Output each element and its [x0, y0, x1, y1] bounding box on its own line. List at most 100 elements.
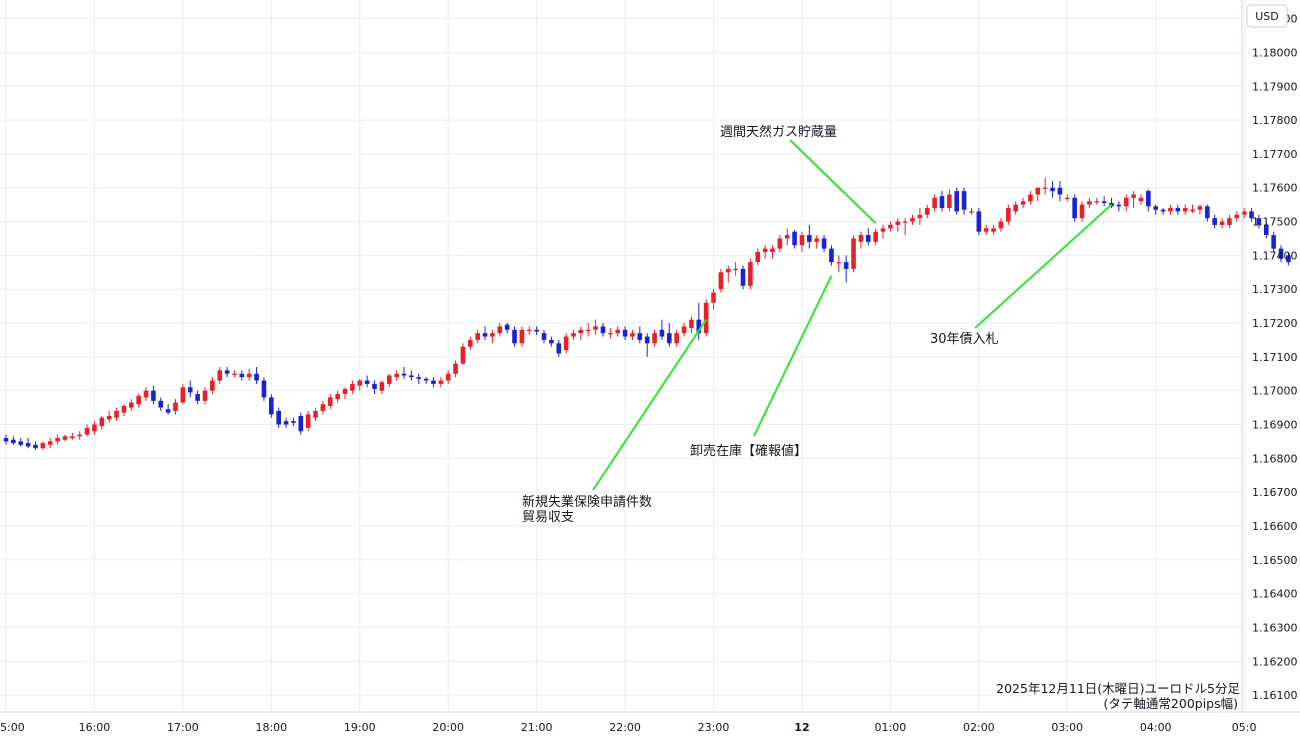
candle-body [858, 235, 864, 242]
price-tick-label: 1.16400 [1252, 588, 1298, 601]
candle-body [585, 329, 591, 331]
candle-body [291, 421, 296, 423]
candle-body [1182, 208, 1188, 212]
candle [11, 436, 16, 445]
candle [615, 326, 621, 337]
candle-body [25, 443, 31, 447]
candle [254, 366, 259, 384]
candle-body [1006, 208, 1011, 222]
candle-body [504, 324, 510, 330]
candle [762, 245, 768, 259]
candle-body [983, 228, 989, 232]
candle [1146, 189, 1151, 212]
candle [84, 424, 90, 437]
candle [342, 387, 348, 400]
candle-body [445, 373, 451, 381]
price-tick-label: 1.16600 [1252, 520, 1298, 533]
currency-label: USD [1255, 10, 1279, 23]
candle-body [1241, 211, 1247, 215]
currency-badge[interactable]: USD [1246, 4, 1288, 28]
candle-body [1278, 248, 1284, 259]
candle-body [1116, 204, 1122, 207]
candle-body [327, 397, 333, 406]
candle-body [703, 302, 709, 334]
candle [976, 208, 982, 236]
candle-body [11, 439, 16, 444]
candle-body [1057, 187, 1063, 195]
candle [468, 336, 473, 351]
candle-body [792, 231, 797, 246]
candle [25, 438, 31, 449]
candle [1138, 194, 1144, 205]
candle-body [224, 370, 230, 374]
candle [932, 194, 937, 212]
price-tick-label: 1.17700 [1252, 148, 1298, 161]
candle-body [364, 380, 370, 384]
candle [298, 412, 304, 435]
candle [519, 326, 525, 347]
candle-body [180, 387, 186, 403]
candle-body [151, 390, 156, 401]
candle-body [740, 268, 746, 286]
price-tick-label: 1.17200 [1252, 317, 1298, 330]
candle [630, 329, 635, 340]
candle-body [733, 268, 738, 271]
candle [128, 399, 134, 411]
candle [917, 208, 923, 225]
candle-body [128, 402, 134, 408]
candle-body [784, 235, 790, 239]
candle [961, 187, 967, 215]
candle-body [1205, 206, 1210, 219]
candle-body [276, 410, 281, 425]
candle-body [873, 231, 878, 242]
candle-body [563, 336, 569, 351]
candle-body [313, 410, 318, 418]
candle-body [121, 405, 127, 413]
candle-body [202, 390, 208, 401]
candle-body [998, 221, 1004, 229]
candle-body [1087, 201, 1092, 205]
candle [792, 230, 797, 249]
candle-body [947, 194, 952, 209]
candle-body [512, 329, 517, 344]
time-tick-label: 5:00 [0, 721, 25, 734]
price-tick-label: 1.17400 [1252, 249, 1298, 262]
candle [718, 268, 724, 293]
candle [438, 377, 444, 388]
candle-body [1013, 204, 1018, 212]
candle [608, 328, 613, 339]
candle-body [92, 424, 97, 432]
candle [224, 366, 230, 378]
candle-body [526, 329, 532, 331]
candle-body [829, 248, 834, 263]
candle-body [954, 191, 960, 212]
candle-body [320, 404, 326, 411]
candle [1278, 245, 1284, 263]
candle-body [696, 319, 702, 334]
candle-body [416, 377, 422, 379]
candle [99, 416, 105, 430]
candle [512, 326, 517, 347]
candle-body [460, 346, 466, 364]
candle-body [865, 235, 871, 242]
candle [1212, 214, 1217, 229]
candle-body [3, 438, 9, 442]
time-tick-label: 23:00 [698, 721, 730, 734]
candle [770, 245, 775, 259]
candle-body [173, 402, 178, 411]
candle [394, 370, 399, 381]
candle [1271, 231, 1276, 252]
chart-caption-line1: 2025年12月11日(木曜日)ユーロドル5分足 [996, 681, 1240, 696]
candle-body [187, 387, 193, 393]
candle [681, 323, 687, 337]
candle-body [77, 434, 82, 437]
candle [1087, 197, 1092, 209]
candle-body [497, 326, 503, 334]
candle-body [541, 333, 547, 340]
candle [180, 383, 186, 405]
candle [269, 394, 274, 418]
candle [578, 326, 584, 340]
